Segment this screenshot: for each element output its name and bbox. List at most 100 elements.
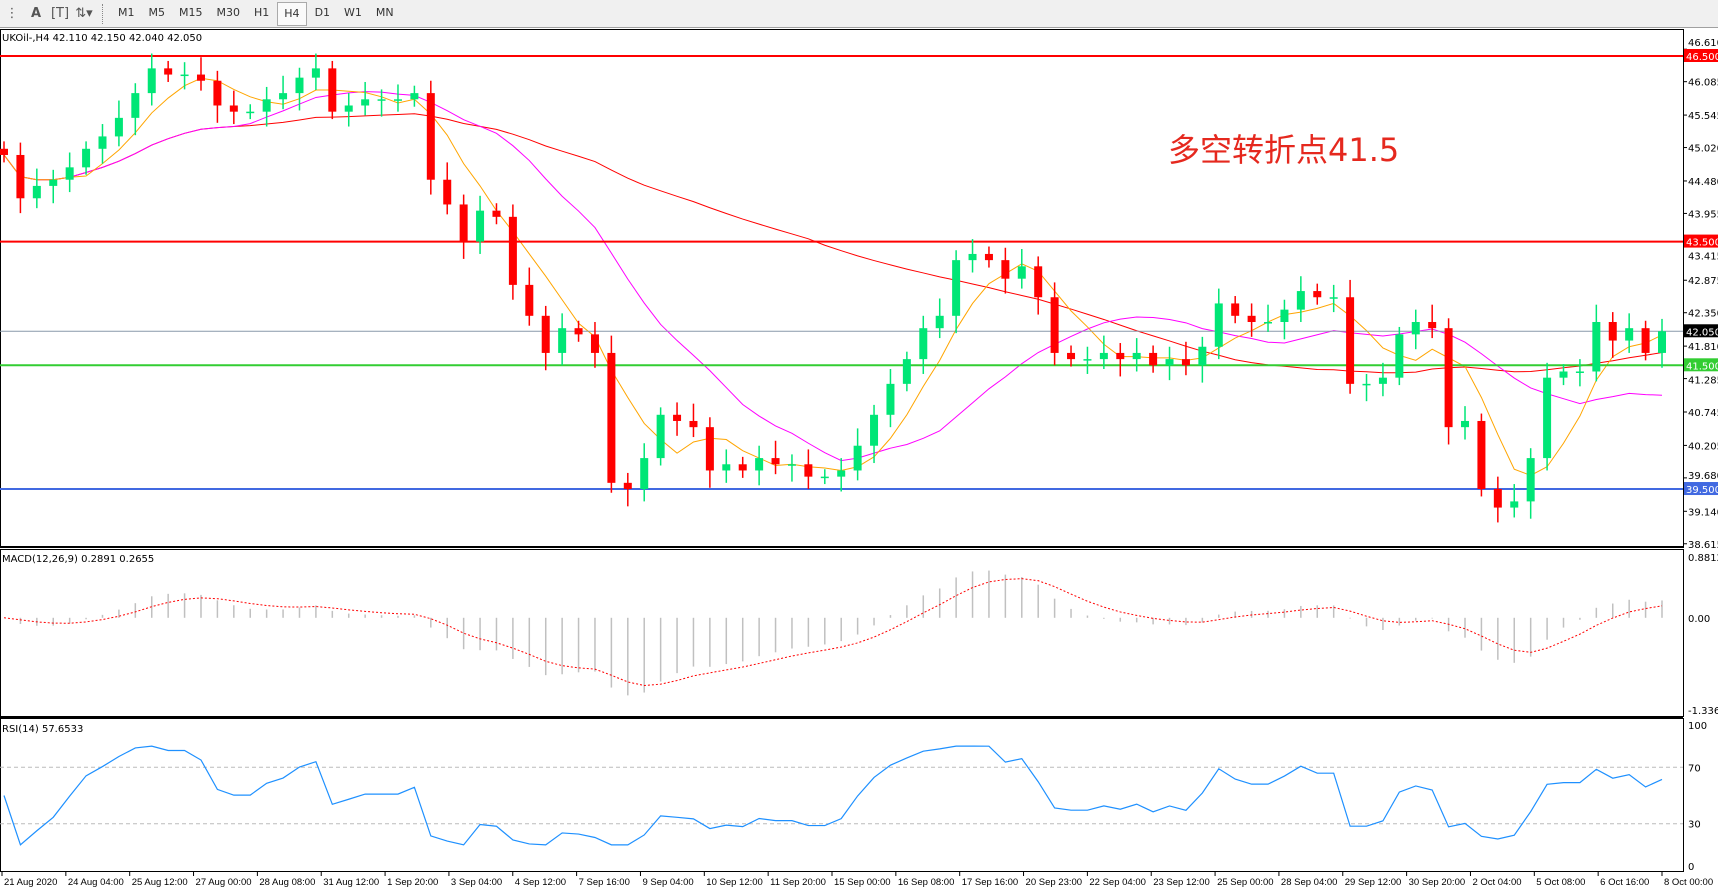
candle-body	[1214, 303, 1223, 347]
candle	[1362, 373, 1371, 402]
x-tick-label: 29 Sep 12:00	[1345, 877, 1402, 888]
candle	[525, 267, 534, 326]
y-tick-label: 43.955	[1688, 209, 1718, 220]
candle-body	[196, 74, 205, 81]
candle	[393, 84, 402, 112]
candle-body	[279, 93, 288, 100]
candle-body	[1428, 321, 1437, 329]
candle	[1083, 346, 1092, 374]
candle	[1493, 476, 1502, 523]
x-tick-label: 3 Sep 04:00	[451, 877, 502, 888]
candle	[984, 246, 993, 268]
candle	[1444, 318, 1453, 445]
candle	[1477, 413, 1486, 497]
candle-body	[673, 414, 682, 421]
candle-body	[755, 458, 764, 471]
candle	[1510, 484, 1519, 518]
candle-body	[1296, 291, 1305, 310]
candle-body	[590, 334, 599, 353]
candle-body	[426, 93, 435, 180]
candle	[443, 162, 452, 215]
candle-body	[1280, 309, 1289, 322]
text-a-icon[interactable]: A	[30, 6, 42, 21]
candle-body	[476, 210, 485, 242]
candle	[213, 70, 222, 123]
y-tick-label: 40.745	[1688, 408, 1718, 419]
candle-body	[853, 445, 862, 471]
candle-body	[1395, 334, 1404, 378]
candle	[837, 458, 846, 492]
timeframe-h4-button[interactable]: H4	[277, 1, 307, 26]
candle-body	[1477, 420, 1486, 490]
candle-body	[16, 154, 25, 199]
candle-body	[1493, 489, 1502, 508]
candle	[1461, 406, 1470, 440]
candle	[607, 335, 616, 493]
candle	[196, 57, 205, 91]
timeframe-m5-button[interactable]: M5	[148, 5, 166, 19]
candle	[32, 168, 41, 209]
candle-body	[1067, 352, 1076, 360]
candle	[1592, 304, 1601, 382]
candle	[1214, 288, 1223, 360]
price-level-label: 39.500	[1686, 485, 1718, 496]
candle	[804, 449, 813, 490]
candle	[1067, 345, 1076, 367]
candle-body	[738, 464, 747, 471]
candle	[1280, 299, 1289, 340]
candle	[1116, 343, 1125, 377]
price-level-label: 41.500	[1686, 361, 1718, 372]
candle-body	[393, 99, 402, 101]
candle	[508, 204, 517, 300]
timeframe-m15-button[interactable]: M15	[179, 5, 203, 19]
candle	[1658, 318, 1666, 368]
toolbar: ⋮ A [T] ⇅▾ M1 M5 M15 M30 H1 H4 D1 W1 MN	[0, 0, 1718, 28]
price-level-tag	[1684, 482, 1718, 496]
candle-body	[902, 359, 911, 384]
candle	[1181, 341, 1190, 376]
timeframe-m1-button[interactable]: M1	[118, 5, 135, 19]
candle-body	[377, 99, 386, 101]
candle	[1575, 359, 1584, 387]
candle	[1329, 284, 1338, 313]
rsi-label: RSI(14) 57.6533	[2, 724, 83, 735]
candle-body	[541, 315, 550, 353]
candle	[558, 313, 567, 366]
current-price-tag	[1684, 324, 1718, 338]
arrows-icon[interactable]: ⇅▾	[75, 6, 93, 21]
price-level-tag	[1684, 358, 1718, 372]
candle	[590, 321, 599, 368]
candle	[705, 417, 714, 488]
candle-body	[180, 74, 189, 77]
candle-body	[820, 476, 829, 479]
candle	[1625, 313, 1634, 353]
candle-body	[311, 68, 320, 78]
timeframe-d1-button[interactable]: D1	[314, 5, 331, 19]
timeframe-h1-button[interactable]: H1	[254, 5, 270, 19]
candle	[1231, 296, 1240, 324]
candle-body	[147, 68, 156, 94]
candle	[1050, 282, 1059, 366]
ma-slow-line	[3, 113, 1663, 374]
candle-body	[1658, 331, 1666, 353]
candle	[16, 142, 25, 214]
rsi-y-tick-label: 0	[1688, 862, 1694, 873]
timeframe-m30-button[interactable]: M30	[216, 5, 241, 19]
candle	[0, 141, 8, 163]
candle	[98, 124, 107, 164]
candle	[229, 90, 238, 125]
text-label-icon[interactable]: [T]	[50, 6, 70, 21]
timeframe-mn-button[interactable]: MN	[375, 5, 394, 19]
candle	[114, 100, 123, 147]
candle	[459, 194, 468, 259]
candle-body	[984, 253, 993, 261]
candle	[49, 169, 58, 204]
y-tick-label: 39.140	[1688, 507, 1718, 518]
candle	[755, 445, 764, 486]
y-tick-label: 40.205	[1688, 441, 1718, 452]
symbol-header: UKOil-,H4 42.110 42.150 42.040 42.050	[2, 33, 202, 44]
y-tick-label: 44.480	[1688, 177, 1718, 188]
grid-icon[interactable]: ⋮	[5, 6, 19, 21]
timeframe-w1-button[interactable]: W1	[344, 5, 362, 19]
